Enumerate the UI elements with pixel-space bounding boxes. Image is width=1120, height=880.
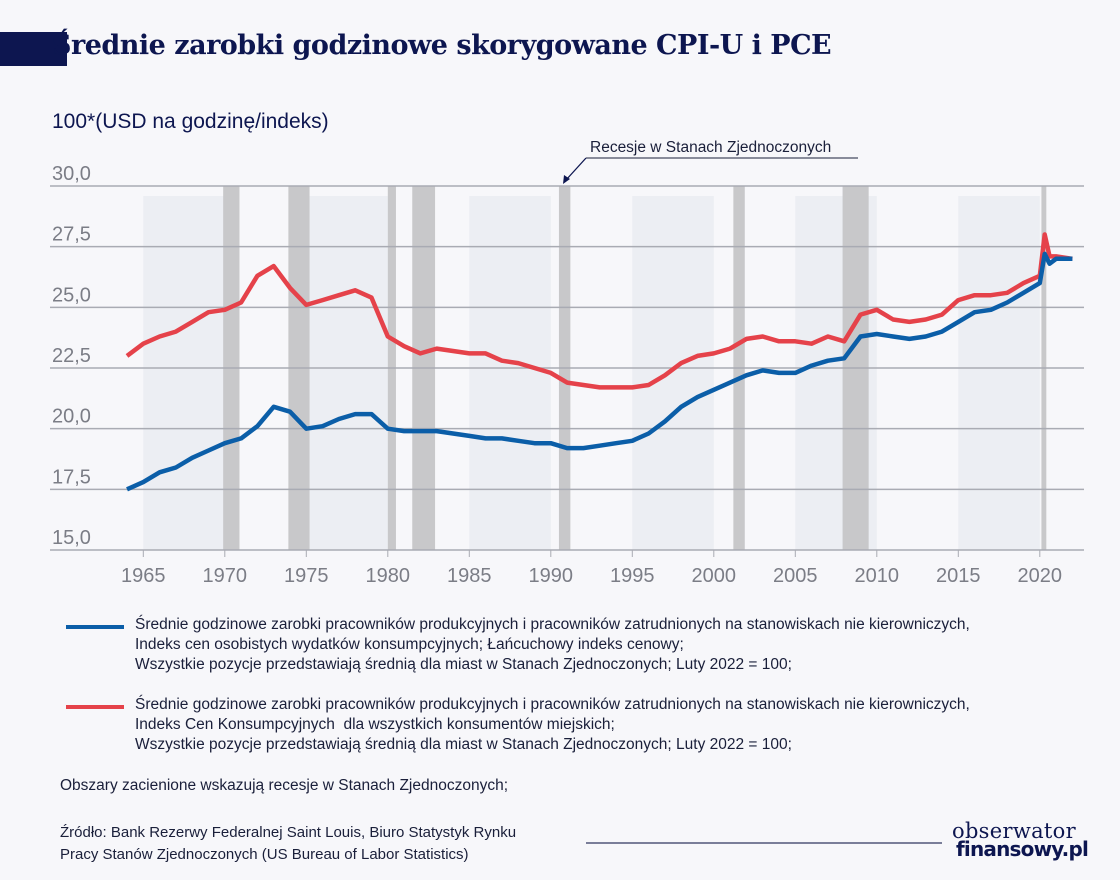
y-tick-label: 25,0 bbox=[52, 284, 91, 306]
logo-line: obserwator bbox=[952, 819, 1076, 843]
x-tick-label: 2005 bbox=[773, 565, 818, 587]
chart-title: Średnie zarobki godzinowe skorygowane CP… bbox=[52, 30, 832, 61]
annotation-arrow bbox=[565, 157, 587, 181]
legend-line: Indeks cen osobistych wydatków konsumpcy… bbox=[135, 636, 684, 653]
legend-line: Średnie godzinowe zarobki pracowników pr… bbox=[135, 616, 970, 633]
legend-swatch-blue bbox=[66, 625, 124, 629]
divider bbox=[586, 842, 942, 844]
source-line: Źródło: Bank Rezerwy Federalnej Saint Lo… bbox=[60, 824, 517, 841]
shaded-band bbox=[306, 196, 388, 550]
shaded-band bbox=[469, 196, 551, 550]
y-tick-label: 30,0 bbox=[52, 163, 91, 185]
x-tick-label: 2020 bbox=[1018, 565, 1063, 587]
x-tick-label: 1990 bbox=[529, 565, 574, 587]
y-tick-label: 15,0 bbox=[52, 527, 91, 549]
x-tick-label: 2015 bbox=[936, 565, 981, 587]
series-line-cpi bbox=[125, 232, 1073, 390]
x-tick-label: 1970 bbox=[203, 565, 248, 587]
annotation-arrowhead-icon bbox=[563, 175, 570, 184]
series-line-pce bbox=[126, 251, 1073, 492]
legend-line: Indeks Cen Konsumpcyjnych dla wszystkich… bbox=[135, 716, 615, 733]
legend-line: Średnie godzinowe zarobki pracowników pr… bbox=[135, 696, 970, 713]
series-lines bbox=[125, 232, 1073, 492]
y-tick-label: 17,5 bbox=[52, 466, 91, 488]
x-tick-label: 2010 bbox=[855, 565, 900, 587]
gridlines bbox=[50, 185, 1084, 551]
annotation-text: Recesje w Stanach Zjednoczonych bbox=[590, 139, 831, 156]
x-tick-label: 1965 bbox=[121, 565, 166, 587]
shaded-band bbox=[632, 196, 714, 550]
y-tick-label: 20,0 bbox=[52, 406, 91, 428]
y-axis-label: 100*(USD na godzinę/indeks) bbox=[52, 110, 329, 133]
x-tick-labels: 1965 1970 1975 1980 1985 1990 1995 2000 2005 2010… bbox=[121, 550, 1062, 587]
chart-svg: 15,0 17,5 20,0 22,5 25,0 27,5 30,0 1965 1970 197… bbox=[50, 139, 1084, 587]
shaded-bands bbox=[143, 196, 1040, 550]
recession-note: Obszary zacienione wskazują recesje w St… bbox=[60, 777, 509, 794]
y-tick-label: 22,5 bbox=[52, 345, 91, 367]
shaded-band bbox=[958, 196, 1040, 550]
title-accent-block bbox=[0, 32, 67, 66]
recession-annotation: Recesje w Stanach Zjednoczonych bbox=[563, 139, 858, 184]
logo: obserwator finansowy.pl bbox=[952, 819, 1089, 861]
y-tick-labels: 15,0 17,5 20,0 22,5 25,0 27,5 30,0 bbox=[52, 163, 91, 549]
y-tick-label: 27,5 bbox=[52, 224, 91, 246]
legend-swatch-red bbox=[66, 705, 124, 709]
x-tick-label: 2000 bbox=[692, 565, 737, 587]
shaded-band bbox=[143, 196, 225, 550]
x-tick-label: 1975 bbox=[284, 565, 329, 587]
x-tick-label: 1995 bbox=[610, 565, 655, 587]
legend-line: Wszystkie pozycje przedstawiają średnią … bbox=[135, 736, 792, 753]
source-line: Pracy Stanów Zjednoczonych (US Bureau of… bbox=[60, 846, 469, 863]
x-tick-label: 1985 bbox=[447, 565, 492, 587]
source-text: Źródło: Bank Rezerwy Federalnej Saint Lo… bbox=[60, 822, 516, 866]
x-tick-label: 1980 bbox=[366, 565, 411, 587]
legend-line: Wszystkie pozycje przedstawiają średnią … bbox=[135, 656, 792, 673]
logo-line: finansowy.pl bbox=[956, 837, 1089, 861]
